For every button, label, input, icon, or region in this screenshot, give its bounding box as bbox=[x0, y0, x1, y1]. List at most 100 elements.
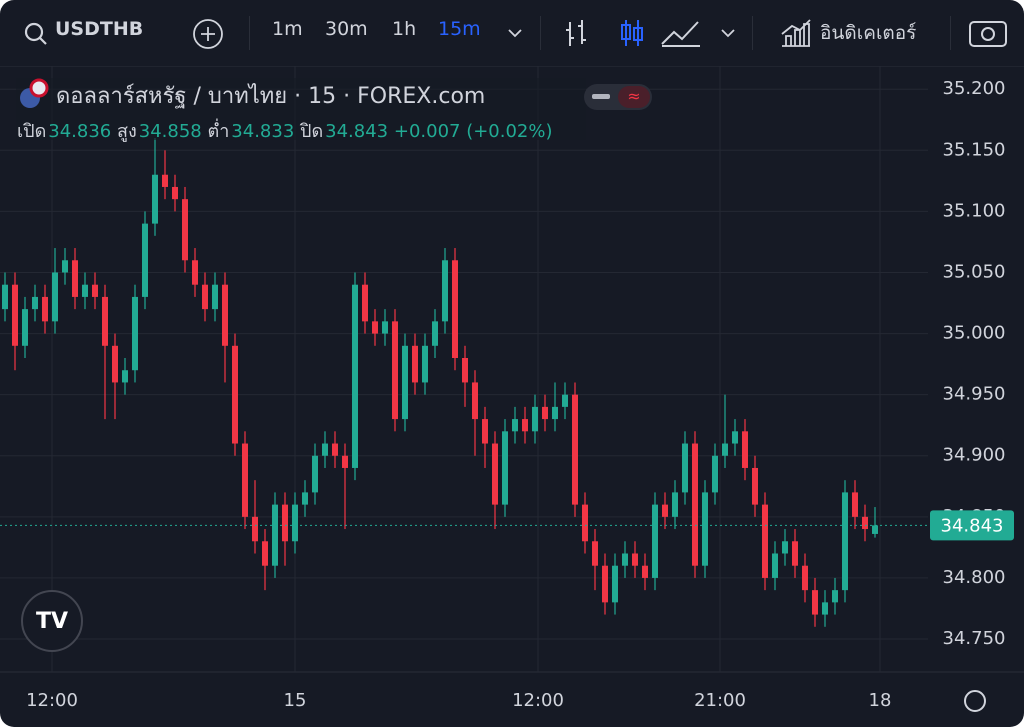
ohlc-value: 34.858 bbox=[139, 121, 202, 142]
y-tick-label: 35.200 bbox=[943, 78, 1006, 99]
candle-body bbox=[452, 260, 458, 359]
add-symbol-button[interactable] bbox=[193, 19, 223, 49]
candle-body bbox=[752, 467, 758, 505]
separator bbox=[249, 16, 250, 50]
legend-title: ดอลลาร์สหรัฐ / บาทไทย · 15 · FOREX.com bbox=[56, 83, 485, 109]
market-closed-icon bbox=[592, 94, 610, 99]
chart-type-dropdown[interactable] bbox=[721, 29, 735, 38]
candle-body bbox=[722, 443, 728, 456]
candle-body bbox=[372, 321, 378, 334]
search-icon[interactable] bbox=[24, 22, 44, 42]
overlay: ดอลลาร์สหรัฐ / บาทไทย · 15 · FOREX.com ≈… bbox=[16, 78, 986, 712]
candle-body bbox=[222, 284, 228, 346]
camera-lens bbox=[981, 27, 995, 41]
candle-body bbox=[152, 174, 158, 224]
last-price-box bbox=[930, 510, 1014, 541]
candle-body bbox=[572, 394, 578, 505]
y-tick-label: 34.750 bbox=[943, 628, 1006, 649]
candle-body bbox=[682, 443, 688, 493]
candle-body bbox=[852, 492, 858, 517]
candle-body bbox=[322, 443, 328, 456]
candle-body bbox=[592, 541, 598, 566]
candle-body bbox=[382, 321, 388, 334]
candle-body bbox=[352, 284, 358, 468]
candle-body bbox=[792, 541, 798, 566]
ohlc-value: 34.833 bbox=[231, 121, 294, 142]
candle-body bbox=[482, 419, 488, 444]
indicators-button[interactable]: อินดิเคเตอร์ bbox=[820, 22, 917, 44]
candle-body bbox=[562, 394, 568, 407]
tv-logo[interactable] bbox=[21, 590, 83, 652]
candle-body bbox=[142, 223, 148, 297]
candle-body bbox=[402, 345, 408, 420]
interval-button[interactable]: 1h bbox=[392, 18, 417, 40]
snapshot-button[interactable] bbox=[969, 21, 1007, 47]
candle-body bbox=[812, 590, 818, 615]
y-tick-label: 35.000 bbox=[943, 323, 1006, 344]
ohlc-label: ปิด bbox=[300, 121, 323, 142]
candle-body bbox=[192, 260, 198, 285]
candle-body bbox=[832, 590, 838, 603]
candle-body bbox=[362, 284, 368, 322]
candle-body bbox=[242, 443, 248, 517]
candle-body bbox=[22, 309, 28, 346]
candle-body bbox=[732, 431, 738, 444]
candle-body bbox=[32, 296, 38, 310]
candle-body bbox=[2, 284, 8, 310]
x-tick-label: 12:00 bbox=[26, 690, 78, 711]
indicators-icon[interactable] bbox=[781, 19, 811, 47]
candle-chart-icon[interactable] bbox=[621, 24, 631, 40]
candle-body bbox=[252, 516, 258, 542]
separator bbox=[540, 16, 541, 50]
interval-button[interactable]: 30m bbox=[325, 18, 368, 40]
candle-body bbox=[552, 406, 558, 420]
candle-body bbox=[72, 260, 78, 297]
y-tick-label: 35.100 bbox=[943, 200, 1006, 221]
candle-body bbox=[512, 419, 518, 432]
candle-body bbox=[432, 321, 438, 346]
candle-body bbox=[292, 504, 298, 542]
separator bbox=[950, 16, 951, 50]
candle-body bbox=[822, 602, 828, 615]
candle-body bbox=[662, 504, 668, 517]
interval-button[interactable]: 1m bbox=[272, 18, 303, 40]
settings-button[interactable] bbox=[964, 690, 986, 712]
candle-body bbox=[772, 553, 778, 578]
candle-body bbox=[762, 504, 768, 578]
interval-dropdown[interactable] bbox=[508, 29, 522, 38]
bar-chart-icon[interactable] bbox=[566, 20, 586, 46]
add-icon bbox=[201, 27, 215, 41]
candle-body bbox=[52, 272, 58, 322]
candle-body bbox=[842, 492, 848, 591]
ohlc-legend: เปิด 34.836 สูง 34.858 ต่ำ 34.833 ปิด 34.843… bbox=[17, 118, 553, 142]
candle-body bbox=[702, 492, 708, 566]
legend-bg bbox=[16, 78, 586, 140]
candle-body bbox=[672, 492, 678, 517]
candle-body bbox=[412, 345, 418, 383]
symbol-search[interactable]: USDTHB bbox=[55, 18, 144, 40]
candle-body bbox=[312, 455, 318, 493]
candle-body bbox=[302, 492, 308, 505]
candle-body bbox=[202, 284, 208, 310]
delayed-icon-bg bbox=[618, 86, 650, 108]
candle-body bbox=[632, 553, 638, 566]
chart: 34.75034.80034.85034.90034.95035.00035.0… bbox=[0, 66, 1024, 712]
candle-body bbox=[622, 553, 628, 566]
interval-button-active[interactable]: 15m bbox=[438, 18, 481, 40]
last-price-label: 34.843 bbox=[941, 515, 1004, 536]
candle-body bbox=[462, 358, 468, 383]
y-tick-label: 34.950 bbox=[943, 384, 1006, 405]
x-tick-label: 15 bbox=[284, 690, 307, 711]
candle-body bbox=[102, 296, 108, 346]
candle-body bbox=[92, 284, 98, 297]
candle-body bbox=[282, 504, 288, 542]
candle-body bbox=[492, 443, 498, 505]
candle-body bbox=[642, 565, 648, 578]
candle-body bbox=[182, 199, 188, 261]
candle-body bbox=[602, 565, 608, 603]
separator bbox=[752, 16, 753, 50]
area-chart-icon[interactable] bbox=[661, 21, 700, 47]
tv-logo-mark: TV bbox=[36, 609, 68, 634]
candle-body bbox=[612, 565, 618, 603]
